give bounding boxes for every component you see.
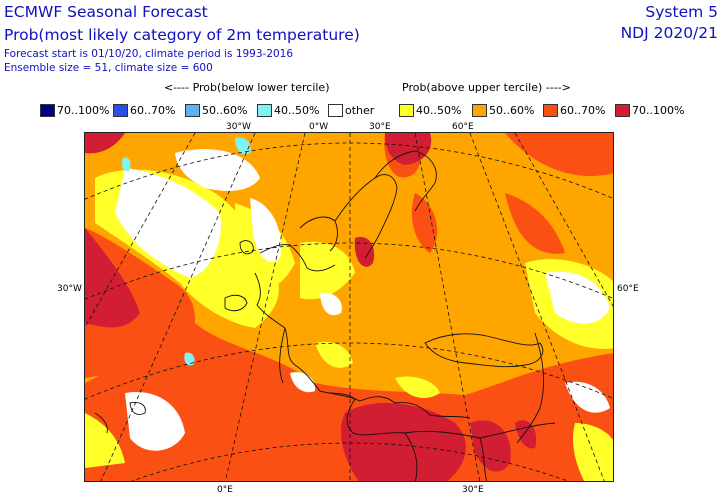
legend-above-heading: Prob(above upper tercile) ----> — [402, 81, 571, 94]
lon-label-top-0: 0°W — [309, 122, 329, 132]
lon-label-top-30w: 30°W — [226, 122, 251, 132]
legend-item: 70..100% — [615, 102, 684, 118]
forecast-info: Forecast start is 01/10/20, climate peri… — [4, 48, 294, 60]
legend-swatch — [185, 103, 200, 117]
legend-swatch — [257, 103, 272, 117]
legend-below-heading: <---- Prob(below lower tercile) — [164, 81, 330, 94]
legend-swatch — [328, 103, 343, 117]
graticule — [85, 133, 613, 481]
legend-swatch — [615, 103, 630, 117]
legend-swatch — [113, 103, 128, 117]
map-title: ECMWF Seasonal Forecast — [4, 3, 208, 21]
lon-label-bottom-0: 0°E — [217, 485, 233, 495]
legend-label: 60..70% — [130, 103, 176, 117]
legend-item: 70..100% — [40, 102, 109, 118]
system-label: System 5 — [645, 3, 718, 21]
legend-label: 50..60% — [202, 103, 248, 117]
lon-label-top-60e: 60°E — [452, 122, 474, 132]
lon-label-left-30w: 30°W — [57, 284, 82, 294]
prob-below-40-50-areas — [121, 137, 251, 366]
legend-item: 50..60% — [472, 102, 534, 118]
legend-label: 70..100% — [632, 103, 685, 117]
legend-label: 40..50% — [416, 103, 462, 117]
lon-label-right-60e: 60°E — [617, 284, 639, 294]
prob-70-100-areas — [85, 133, 537, 481]
lon-label-top-30e: 30°E — [369, 122, 391, 132]
legend-item: 50..60% — [185, 102, 247, 118]
legend-swatch — [399, 103, 414, 117]
legend: 70..100% 60..70% 50..60% 40..50% other 4… — [40, 102, 690, 118]
legend-item: 40..50% — [257, 102, 319, 118]
other-white-areas — [115, 149, 610, 451]
legend-label: 60..70% — [560, 103, 606, 117]
legend-item: 60..70% — [113, 102, 175, 118]
legend-label: 70..100% — [57, 103, 110, 117]
legend-swatch — [543, 103, 558, 117]
map-subtitle: Prob(most likely category of 2m temperat… — [4, 26, 360, 44]
legend-swatch — [40, 103, 55, 117]
legend-label: other — [345, 103, 375, 117]
legend-label: 40..50% — [274, 103, 320, 117]
lon-label-bottom-30e: 30°E — [462, 485, 484, 495]
legend-label: 50..60% — [489, 103, 535, 117]
legend-swatch — [472, 103, 487, 117]
map-canvas — [85, 133, 613, 481]
legend-item: 60..70% — [543, 102, 605, 118]
period-label: NDJ 2020/21 — [620, 24, 718, 42]
forecast-map — [84, 132, 614, 482]
legend-item: other — [328, 102, 374, 118]
legend-item: 40..50% — [399, 102, 461, 118]
ensemble-info: Ensemble size = 51, climate size = 600 — [4, 62, 213, 74]
coastlines — [94, 150, 556, 481]
